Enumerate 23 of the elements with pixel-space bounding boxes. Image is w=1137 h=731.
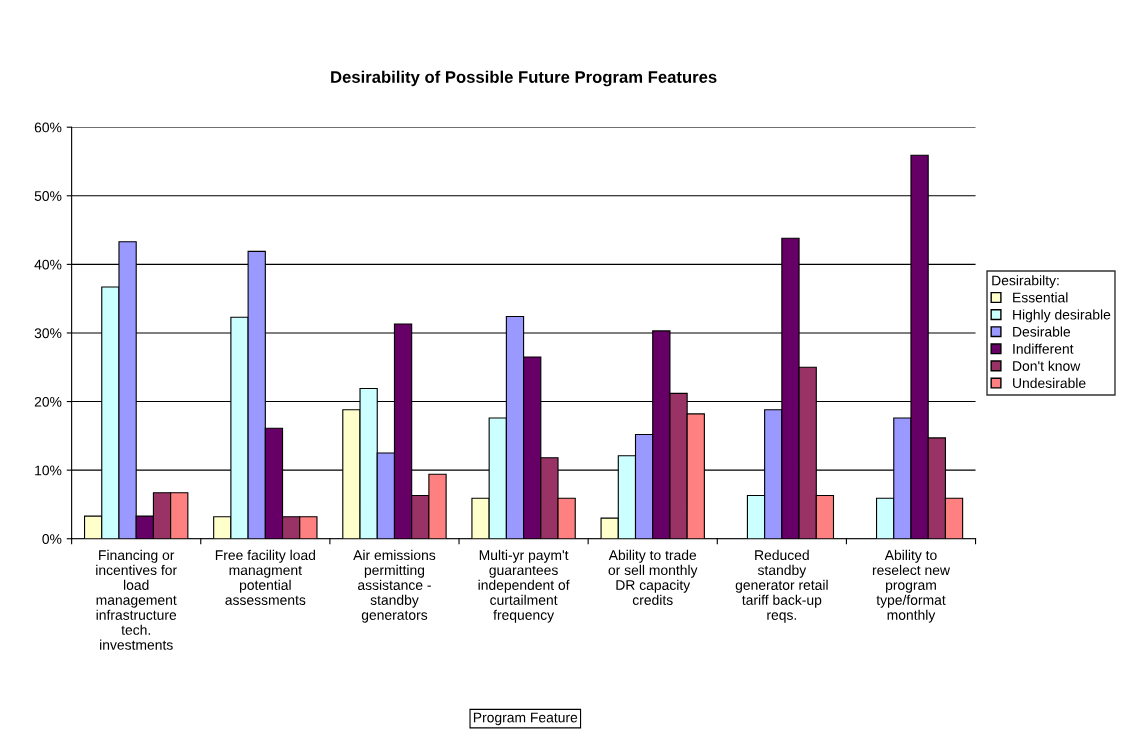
x-tick-label: Ability to reselect new program type/format monthly <box>872 549 950 623</box>
y-tick-label: 30% <box>34 328 62 339</box>
y-tick-label: 0% <box>42 534 62 544</box>
y-tick-label: 20% <box>34 396 62 407</box>
chart-title: Desirability of Possible Future Program Features <box>331 70 717 87</box>
legend-title: Desirabilty: <box>992 275 1059 289</box>
y-tick-label: 50% <box>34 191 62 201</box>
x-tick-label: Free facility load managment potential assessments <box>215 549 315 605</box>
x-tick-label: Multi-yr paym't guarantees independent of curtailment frequency <box>478 549 570 623</box>
legend-label: Essential <box>1013 292 1068 303</box>
x-tick-label: Air emissions permitting assistance - standby generators <box>353 549 436 623</box>
legend-label: Desirable <box>1013 326 1071 337</box>
y-tick-label: 40% <box>34 259 62 270</box>
y-tick-label: 60% <box>34 122 62 133</box>
x-axis-title: Program Feature <box>473 712 578 726</box>
legend-label: Undesirable <box>1013 377 1086 389</box>
legend-label: Don't know <box>1013 360 1081 371</box>
legend-label: Highly desirable <box>1013 309 1111 323</box>
x-tick-label: Financing or incentives for load management infrastructure tech. investments <box>96 549 177 650</box>
y-tick-label: 10% <box>35 465 62 476</box>
x-tick-label: Reduced standby generator retail tariff back-up reqs. <box>735 549 828 623</box>
legend-label: Indifferent <box>1013 343 1074 354</box>
x-tick-label: Ability to trade or sell monthly DR capacity credits <box>608 549 698 605</box>
